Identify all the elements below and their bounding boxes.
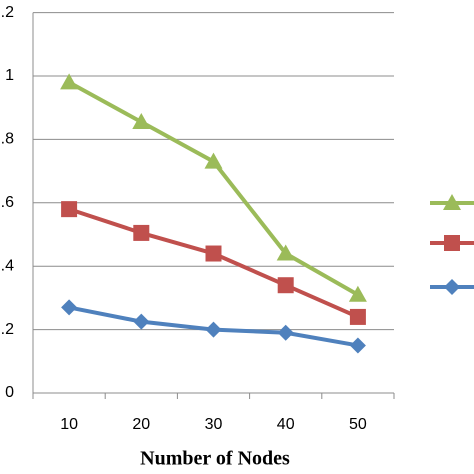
y-tick-label: 0.4 <box>0 257 14 274</box>
data-point <box>277 277 294 294</box>
y-tick-label: 0.6 <box>0 194 14 211</box>
x-tick-label: 10 <box>60 416 78 433</box>
data-point <box>132 112 151 129</box>
y-tick-label: 0.2 <box>0 321 14 338</box>
data-point <box>204 152 223 169</box>
series-line <box>68 207 359 319</box>
data-point <box>61 299 78 316</box>
data-point <box>277 324 294 341</box>
legend-marker <box>444 235 460 251</box>
data-point <box>349 337 366 354</box>
data-point <box>133 224 150 241</box>
x-tick-label: 20 <box>132 416 150 433</box>
x-tick-label: 40 <box>277 416 295 433</box>
x-tick-label: 30 <box>205 416 223 433</box>
data-point <box>349 308 366 325</box>
y-tick-label: 1 <box>5 67 14 84</box>
y-tick-label: 0.8 <box>0 131 14 148</box>
data-point <box>205 321 222 338</box>
data-point <box>60 73 79 90</box>
x-axis-label: Number of Nodes <box>140 448 290 470</box>
data-point <box>61 201 78 218</box>
series-line <box>68 80 359 297</box>
legend-marker <box>444 279 460 295</box>
data-point <box>276 244 295 261</box>
y-tick-label: 1.2 <box>0 4 14 21</box>
data-point <box>205 245 222 262</box>
data-point <box>348 285 367 302</box>
data-point <box>133 313 150 330</box>
y-tick-label: 0 <box>5 384 14 401</box>
x-tick-label: 50 <box>349 416 367 433</box>
legend-marker <box>443 194 461 210</box>
